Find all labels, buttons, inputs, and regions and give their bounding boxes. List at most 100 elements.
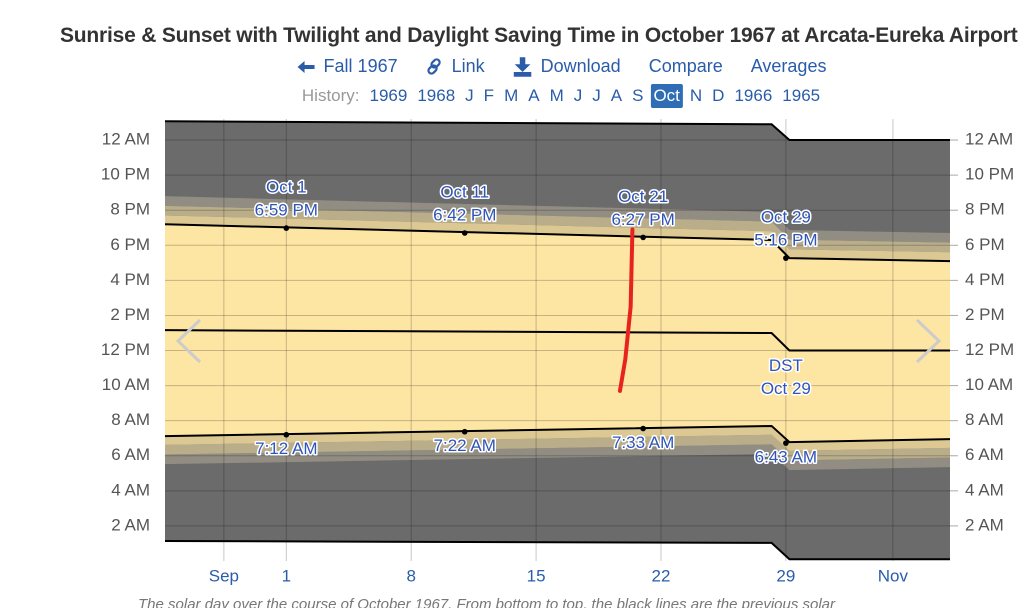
event-dot: [640, 234, 646, 241]
event-label: Oct 29: [761, 208, 811, 227]
daylight-area: [165, 224, 950, 443]
history-link[interactable]: 1969: [369, 86, 408, 105]
event-label: 5:16 PM: [754, 231, 817, 250]
history-link[interactable]: Oct: [650, 84, 683, 108]
event-dot: [461, 428, 468, 435]
x-tick-label: 8: [406, 566, 415, 585]
event-label: 6:43 AM: [755, 448, 817, 467]
history-bar: History: 1969 1968 J F M A M J J A S Oct N D 1966 1965: [297, 84, 825, 108]
y2-tick-label: 10 PM: [965, 165, 1014, 184]
nav-item[interactable]: Fall 1967: [296, 56, 398, 77]
history-link[interactable]: M: [504, 86, 519, 105]
sunrise-line: [164, 424, 951, 444]
twilight-band: [165, 444, 950, 471]
y-tick-label: 12 PM: [101, 340, 150, 359]
caption: The solar day over the course of October…: [138, 596, 836, 608]
event-label: 7:22 AM: [434, 436, 496, 455]
event-dot: [283, 431, 290, 438]
y2-tick-label: 8 AM: [965, 410, 1004, 429]
sunset-line: [164, 223, 951, 263]
x-tick-label: 15: [527, 566, 546, 585]
back-icon: [297, 60, 315, 73]
history-link[interactable]: 1968: [417, 86, 456, 105]
dst-label: Oct 29: [761, 379, 811, 398]
y2-tick-label: 6 AM: [965, 445, 1004, 464]
y2-tick-label: 6 PM: [965, 235, 1005, 254]
nav-link[interactable]: Averages: [750, 56, 827, 76]
y-tick-label: 4 AM: [111, 480, 150, 499]
event-label: 7:12 AM: [255, 439, 317, 458]
prev-arrow[interactable]: [175, 318, 202, 364]
y-tick-label: 12 AM: [102, 130, 150, 149]
history-link[interactable]: S: [632, 86, 644, 105]
nav-link[interactable]: Link: [451, 56, 485, 76]
y2-tick-label: 8 PM: [965, 200, 1005, 219]
y2-tick-label: 10 AM: [965, 375, 1013, 394]
history-link[interactable]: N: [689, 86, 703, 105]
event-label: Oct 1: [266, 178, 307, 197]
user-marker: [617, 227, 635, 393]
y2-tick-label: 4 PM: [965, 270, 1005, 289]
y2-tick-label: 12 PM: [965, 340, 1014, 359]
event-label: 7:33 AM: [612, 433, 674, 452]
twilight-band: [165, 196, 950, 243]
solar-line: [164, 329, 950, 352]
x-tick-label: Nov: [878, 566, 909, 585]
history-link[interactable]: A: [610, 86, 623, 105]
y-tick-label: 8 AM: [111, 410, 150, 429]
nav-link[interactable]: Download: [540, 56, 621, 76]
solar-line: [164, 540, 950, 561]
y-tick-label: 8 PM: [110, 200, 150, 219]
event-label: Oct 21: [618, 187, 668, 206]
event-dot: [783, 255, 789, 261]
history-link[interactable]: D: [712, 86, 725, 105]
y-tick-label: 6 PM: [110, 235, 150, 254]
nav-link[interactable]: Compare: [648, 56, 723, 76]
history-link[interactable]: J: [573, 86, 583, 105]
history-label: History:: [301, 86, 360, 105]
event-label: 6:27 PM: [611, 210, 674, 229]
event-label: 6:42 PM: [433, 205, 496, 224]
x-tick-label: 22: [652, 566, 671, 585]
y-tick-label: 10 PM: [101, 165, 150, 184]
x-tick-label: 29: [776, 566, 795, 585]
link-icon: [427, 57, 441, 75]
history-link[interactable]: J: [465, 86, 474, 105]
history-link[interactable]: 1965: [782, 86, 821, 105]
twilight-band: [165, 205, 950, 253]
download-icon: [513, 56, 532, 77]
dst-label: DST: [769, 356, 803, 375]
x-tick-label: Sep: [209, 566, 239, 585]
y-tick-label: 6 AM: [111, 445, 150, 464]
event-dot: [283, 225, 290, 231]
twilight-band: [165, 434, 950, 461]
history-link[interactable]: 1966: [734, 86, 773, 105]
event-dot: [783, 440, 789, 446]
history-link[interactable]: J: [592, 86, 601, 105]
event-dot: [640, 425, 646, 432]
y-tick-label: 4 PM: [110, 270, 150, 289]
chart-title: Sunrise & Sunset with Twilight and Dayli…: [60, 24, 1018, 47]
twilight-band: [165, 425, 950, 451]
history-link[interactable]: A: [528, 86, 540, 105]
y2-tick-label: 2 PM: [965, 305, 1005, 324]
y2-tick-label: 4 AM: [965, 480, 1004, 499]
next-arrow[interactable]: [915, 318, 942, 364]
nav-link[interactable]: Fall 1967: [323, 56, 398, 76]
history-link[interactable]: F: [483, 86, 495, 105]
event-label: Oct 11: [440, 182, 489, 201]
y-tick-label: 10 AM: [102, 375, 150, 394]
event-label: 6:59 PM: [255, 201, 318, 220]
nav-item[interactable]: Link: [426, 56, 485, 77]
y-tick-label: 2 PM: [110, 305, 150, 324]
nav-item[interactable]: Download: [513, 56, 621, 77]
history-link[interactable]: M: [549, 86, 564, 105]
x-tick-label: 1: [282, 566, 291, 585]
y2-tick-label: 12 AM: [965, 130, 1013, 149]
event-dot: [461, 230, 468, 236]
y-tick-label: 2 AM: [111, 515, 150, 534]
twilight-band: [165, 215, 950, 262]
y2-tick-label: 2 AM: [965, 515, 1004, 534]
